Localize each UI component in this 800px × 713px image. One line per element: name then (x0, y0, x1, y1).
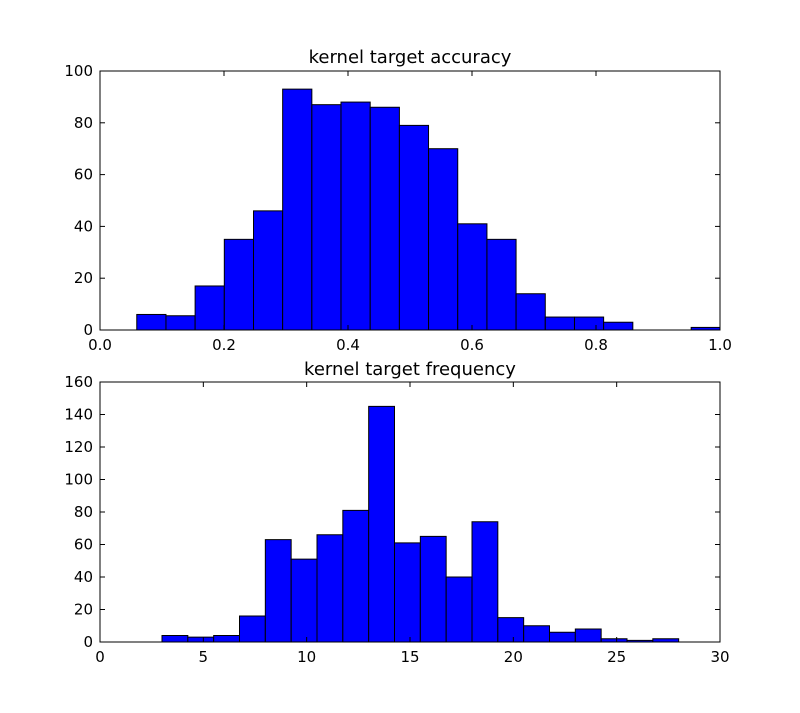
frequency-chart-title: kernel target frequency (304, 359, 516, 380)
accuracy-xtick-label: 0.0 (88, 336, 112, 354)
accuracy-xtick-label: 1.0 (708, 336, 732, 354)
accuracy-bar-1 (165, 315, 196, 331)
frequency-ytick-label: 40 (74, 568, 93, 586)
frequency-bar-3 (239, 615, 266, 643)
accuracy-xtick-label: 0.2 (212, 336, 236, 354)
accuracy-xtick-label: 0.8 (584, 336, 608, 354)
accuracy-bar-5 (282, 88, 313, 331)
accuracy-bar-13 (515, 293, 546, 331)
frequency-bar-16 (574, 628, 602, 643)
frequency-bar-15 (549, 631, 576, 643)
accuracy-ytick-label: 20 (74, 269, 93, 287)
accuracy-bar-14 (544, 316, 575, 331)
accuracy-bar-8 (369, 106, 400, 331)
frequency-ticks: 0 5 10 15 20 25 30 0 20 40 60 80 100 120 140 160 (64, 373, 729, 666)
frequency-ytick-label: 160 (64, 373, 93, 391)
accuracy-bar-6 (311, 104, 342, 331)
accuracy-xtick-label: 0.6 (460, 336, 484, 354)
accuracy-ytick-label: 100 (64, 62, 93, 80)
frequency-xtick-label: 20 (504, 648, 523, 666)
frequency-bar-5 (290, 558, 318, 643)
frequency-bar-14 (523, 625, 550, 643)
accuracy-bar-7 (340, 101, 371, 331)
accuracy-histogram: kernel target accuracy 0.0 0.2 0.4 0.6 0.8 1.… (64, 47, 732, 354)
accuracy-chart-title: kernel target accuracy (309, 47, 512, 68)
accuracy-ytick-label: 0 (83, 321, 93, 339)
accuracy-bar-4 (253, 210, 284, 331)
accuracy-bars (136, 88, 721, 331)
frequency-ytick-label: 80 (74, 503, 93, 521)
frequency-ytick-label: 140 (64, 406, 93, 424)
frequency-xtick-label: 10 (297, 648, 316, 666)
accuracy-bar-9 (398, 124, 430, 331)
frequency-bar-0 (161, 635, 189, 643)
accuracy-bar-15 (573, 316, 605, 331)
accuracy-bar-3 (223, 238, 255, 331)
accuracy-ytick-label: 60 (74, 166, 93, 184)
frequency-ytick-label: 60 (74, 536, 93, 554)
frequency-ytick-label: 120 (64, 438, 93, 456)
accuracy-bar-10 (428, 148, 459, 331)
accuracy-ytick-label: 40 (74, 217, 93, 235)
accuracy-bar-2 (194, 285, 225, 331)
accuracy-axes-frame (99, 70, 721, 331)
frequency-bar-9 (394, 542, 421, 643)
accuracy-ticks: 0.0 0.2 0.4 0.6 0.8 1.0 0 20 40 60 80 100 (64, 62, 732, 354)
frequency-bar-2 (213, 635, 240, 643)
frequency-bar-7 (342, 509, 370, 643)
accuracy-ytick-label: 80 (74, 114, 93, 132)
frequency-ytick-label: 20 (74, 601, 93, 619)
frequency-bar-6 (316, 534, 344, 643)
frequency-ytick-label: 0 (83, 633, 93, 651)
frequency-xtick-label: 0 (95, 648, 105, 666)
frequency-bar-1 (187, 636, 215, 643)
accuracy-bar-11 (457, 223, 488, 331)
frequency-xtick-label: 5 (199, 648, 209, 666)
frequency-bar-8 (368, 405, 396, 643)
frequency-bar-10 (419, 535, 447, 643)
frequency-xtick-label: 25 (607, 648, 626, 666)
accuracy-bar-12 (486, 238, 517, 331)
frequency-bar-11 (445, 576, 473, 643)
frequency-ytick-label: 100 (64, 471, 93, 489)
frequency-bar-12 (471, 521, 499, 643)
accuracy-bar-0 (136, 313, 167, 331)
frequency-histogram: kernel target frequency 0 5 10 15 20 25 30 0 20 4… (64, 359, 729, 666)
accuracy-bar-16 (603, 321, 634, 331)
frequency-bar-4 (264, 539, 292, 643)
accuracy-xtick-label: 0.4 (336, 336, 360, 354)
frequency-xtick-label: 15 (400, 648, 419, 666)
frequency-bar-13 (497, 617, 525, 643)
frequency-xtick-label: 30 (710, 648, 729, 666)
